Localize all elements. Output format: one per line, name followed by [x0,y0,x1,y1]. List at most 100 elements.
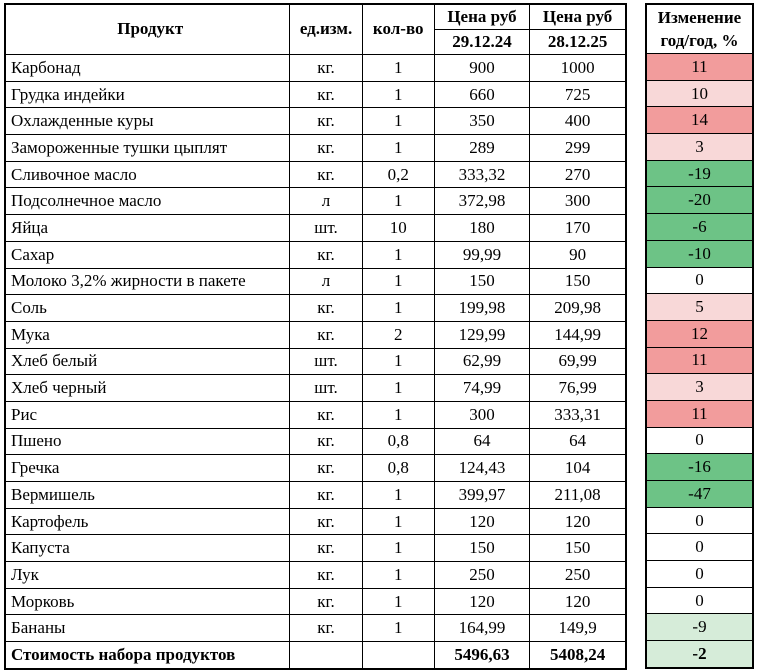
qty-cell: 1 [361,54,435,82]
table-row: Соль кг. 1 199,98 209,98 [4,294,627,322]
price-2025-cell: 120 [529,587,627,616]
table-row: Пшено кг. 0,8 64 64 [4,427,627,456]
table-row: Грудка индейки кг. 1 660 725 [4,80,627,109]
change-row: 12 [645,319,754,348]
change-cell: 11 [645,399,754,428]
change-row: -6 [645,213,754,241]
product-cell: Мука [4,320,291,349]
change-cell: 0 [645,586,754,615]
product-cell: Карбонад [4,54,291,82]
price-2024-cell: 660 [433,80,531,109]
price-2025-cell: 90 [529,240,627,269]
change-cell: -20 [645,186,754,215]
product-cell: Грудка индейки [4,80,291,109]
change-row: -9 [645,613,754,642]
change-row: 3 [645,133,754,161]
column-header-change: Изменение год/год, % [645,3,754,54]
unit-cell: кг. [289,587,363,616]
table-row: Морковь кг. 1 120 120 [4,587,627,616]
price-2024-cell: 150 [433,267,531,296]
product-cell: Молоко 3,2% жирности в пакете [4,267,291,296]
price-2025-cell: 270 [529,160,627,189]
table-row: Рис кг. 1 300 333,31 [4,400,627,429]
unit-cell: кг. [289,320,363,349]
qty-cell: 1 [361,240,435,269]
table-row: Лук кг. 1 250 250 [4,561,627,589]
product-cell: Вермишель [4,481,291,509]
qty-cell: 2 [361,320,435,349]
qty-cell: 1 [361,294,435,322]
qty-cell: 1 [361,561,435,589]
column-header-price-2025-label: Цена руб [529,3,627,30]
change-row: -10 [645,239,754,268]
unit-cell: кг. [289,454,363,482]
price-2025-cell: 76,99 [529,374,627,402]
price-2024-cell: 124,43 [433,454,531,482]
change-row: -47 [645,480,754,508]
price-2024-cell: 300 [433,400,531,429]
qty-cell: 0,2 [361,160,435,189]
change-cell: 11 [645,53,754,81]
price-comparison-layout: Продукт ед.изм. кол-во Цена руб Цена руб… [4,3,754,670]
change-row: 0 [645,506,754,535]
product-cell: Замороженные тушки цыплят [4,134,291,162]
change-row: 11 [645,53,754,81]
product-cell: Сахар [4,240,291,269]
price-2024-cell: 5496,63 [433,641,531,670]
change-row: -16 [645,453,754,481]
change-cell: -19 [645,159,754,188]
table-row: Сливочное масло кг. 0,2 333,32 270 [4,160,627,189]
product-cell: Хлеб черный [4,374,291,402]
change-column-body: 11 10 14 3 -19 -20 -6 -10 0 5 12 11 3 11 0 -16 -47 0 0 0 0 -9… [645,53,754,669]
change-row: -19 [645,159,754,188]
product-cell: Подсолнечное масло [4,187,291,216]
change-cell: 0 [645,426,754,455]
change-cell: 14 [645,106,754,135]
change-row: 0 [645,586,754,615]
table-row: Яйца шт. 10 180 170 [4,214,627,242]
change-row: 0 [645,266,754,295]
unit-cell: кг. [289,107,363,136]
qty-cell: 1 [361,80,435,109]
unit-cell: кг. [289,80,363,109]
change-cell: -16 [645,453,754,481]
table-row: Сахар кг. 1 99,99 90 [4,240,627,269]
qty-cell: 1 [361,374,435,402]
table-row: Бананы кг. 1 164,99 149,9 [4,614,627,643]
unit-cell: кг. [289,481,363,509]
price-2024-cell: 289 [433,134,531,162]
unit-cell [289,641,363,670]
table-row: Мука кг. 2 129,99 144,99 [4,320,627,349]
price-2024-cell: 333,32 [433,160,531,189]
price-2025-cell: 144,99 [529,320,627,349]
change-cell: -9 [645,613,754,642]
price-2024-cell: 372,98 [433,187,531,216]
change-row: 10 [645,79,754,108]
change-cell: 3 [645,133,754,161]
table-row: Замороженные тушки цыплят кг. 1 289 299 [4,134,627,162]
price-2025-cell: 211,08 [529,481,627,509]
qty-cell: 1 [361,587,435,616]
unit-cell: шт. [289,374,363,402]
qty-cell: 1 [361,534,435,563]
price-2024-cell: 120 [433,507,531,536]
change-row: -20 [645,186,754,215]
change-cell: 11 [645,346,754,375]
price-2025-cell: 725 [529,80,627,109]
product-cell: Гречка [4,454,291,482]
qty-cell [361,641,435,670]
change-row: 11 [645,346,754,375]
unit-cell: кг. [289,54,363,82]
product-cell: Стоимость набора продуктов [4,641,291,670]
column-header-product: Продукт [4,3,291,55]
price-2024-cell: 350 [433,107,531,136]
product-cell: Лук [4,561,291,589]
price-2024-cell: 150 [433,534,531,563]
total-row: Стоимость набора продуктов 5496,63 5408,24 [4,641,627,670]
product-cell: Охлажденные куры [4,107,291,136]
column-header-qty: кол-во [361,3,435,55]
table-row: Гречка кг. 0,8 124,43 104 [4,454,627,482]
price-2024-cell: 74,99 [433,374,531,402]
qty-cell: 1 [361,187,435,216]
table-row: Подсолнечное масло л 1 372,98 300 [4,187,627,216]
